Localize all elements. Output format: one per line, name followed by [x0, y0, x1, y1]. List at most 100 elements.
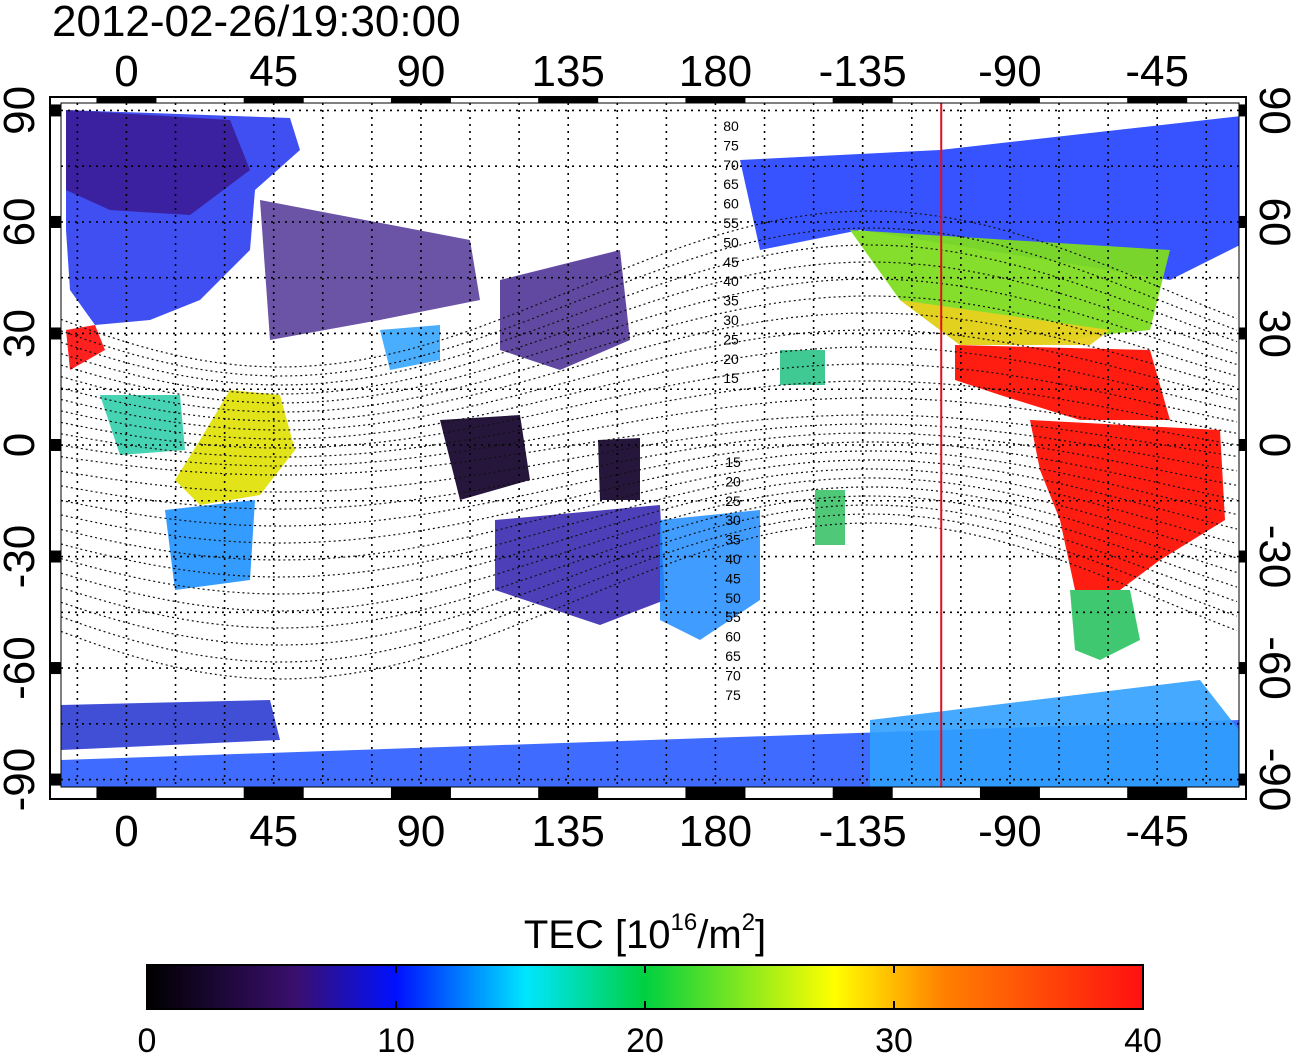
- tec-region-southern-africa: [165, 500, 255, 590]
- contour-label: 75: [723, 137, 739, 153]
- timestamp-title: 2012-02-26/19:30:00: [52, 0, 461, 46]
- frame-tick: [50, 215, 61, 228]
- left-lat-label: -90: [0, 748, 44, 812]
- bottom-lon-label: 0: [114, 807, 138, 856]
- right-lat-label: 90: [1250, 86, 1292, 135]
- colorbar-tick-label: 0: [138, 1022, 157, 1057]
- top-lon-label: 90: [396, 47, 445, 96]
- tec-region-central-africa: [175, 390, 295, 505]
- tec-region-north-europe: [66, 110, 250, 215]
- top-lon-label: 135: [531, 47, 604, 96]
- colorbar-tick-label: 10: [377, 1022, 415, 1057]
- right-lat-label: -60: [1250, 636, 1292, 700]
- frame-tick: [832, 97, 893, 103]
- colorbar-tick-label: 30: [875, 1022, 913, 1057]
- contour-label: 35: [723, 293, 739, 309]
- colorbar-tick-label: 40: [1124, 1022, 1162, 1057]
- contour-line: [61, 227, 1238, 377]
- contour-line: [61, 486, 1238, 612]
- top-lon-labels: 0 45 90 135 180 -135 -90 -45: [114, 47, 1189, 96]
- contour-label: 40: [725, 551, 741, 567]
- top-lon-label: -135: [819, 47, 907, 96]
- frame-tick: [1239, 327, 1246, 340]
- bottom-lon-label: -45: [1125, 807, 1189, 856]
- tec-region-india: [380, 325, 440, 370]
- frame-tick: [390, 787, 451, 799]
- tec-region-pacific-dots: [780, 350, 825, 385]
- contour-line: [61, 295, 1238, 413]
- frame-tick: [1127, 97, 1188, 103]
- contour-label: 30: [725, 512, 741, 528]
- contour-line: [61, 261, 1238, 395]
- contour-labels: 80 75 70 65 60 55 50 45 40 35 30 25 20 15 15 20 25 30 35 40…: [723, 118, 741, 703]
- contour-line: [61, 477, 1238, 595]
- contour-label: 45: [725, 570, 741, 586]
- tec-region-iberia: [66, 325, 105, 370]
- colorbar-label: TEC [1016/m2]: [524, 909, 766, 957]
- frame-tick: [50, 327, 61, 340]
- contour-label: 50: [723, 234, 739, 250]
- contour-label: 65: [723, 176, 739, 192]
- frame-tick: [979, 787, 1040, 799]
- top-lon-label: -90: [978, 47, 1042, 96]
- contour-label: 70: [725, 667, 741, 683]
- contour-label: 80: [723, 118, 739, 134]
- contour-label: 65: [725, 648, 741, 664]
- contour-line: [61, 278, 1238, 404]
- tec-region-new-zealand: [660, 510, 760, 640]
- contour-label: 30: [723, 312, 739, 328]
- tec-region-new-guinea: [598, 438, 640, 500]
- contour-line: [61, 244, 1238, 386]
- tec-region-west-africa: [100, 395, 185, 455]
- tec-region-antarctic-east: [870, 680, 1239, 787]
- right-lat-label: -30: [1250, 525, 1292, 589]
- bottom-lon-label: 45: [249, 807, 298, 856]
- contour-label: 55: [725, 609, 741, 625]
- contour-label: 50: [725, 590, 741, 606]
- tec-region-antarctic-west: [61, 700, 280, 750]
- left-lat-label: 30: [0, 309, 44, 358]
- bottom-lon-labels: 0 45 90 135 180 -135 -90 -45: [114, 807, 1189, 856]
- tec-region-central-america: [955, 345, 1170, 420]
- right-lat-label: -90: [1250, 748, 1292, 812]
- contour-line: [61, 423, 1238, 493]
- left-lat-label: 0: [0, 433, 44, 457]
- frame-tick: [96, 787, 157, 799]
- contour-label: 20: [725, 473, 741, 489]
- contour-line: [61, 397, 1238, 467]
- top-lon-label: 180: [679, 47, 752, 96]
- left-lat-label: -30: [0, 525, 44, 589]
- colorbar-ticks: 0 10 20 30 40: [138, 965, 1162, 1057]
- contours: [61, 210, 1238, 680]
- contour-line: [61, 414, 1238, 476]
- tec-region-indonesia: [440, 415, 530, 500]
- frame-tick: [1239, 104, 1246, 117]
- right-lat-labels: 90 60 30 0 -30 -60 -90: [1250, 86, 1292, 811]
- frame-tick: [538, 787, 599, 799]
- contour-label: 70: [723, 157, 739, 173]
- frame-tick: [243, 97, 304, 103]
- frame-tick: [1239, 550, 1246, 563]
- frame-tick: [979, 97, 1040, 103]
- top-lon-label: 0: [114, 47, 138, 96]
- top-lon-label: 45: [249, 47, 298, 96]
- frame-tick: [832, 787, 893, 799]
- tec-region-patagonia: [1070, 590, 1140, 660]
- contour-label: 40: [723, 273, 739, 289]
- contour-label: 75: [725, 687, 741, 703]
- left-lat-label: 60: [0, 197, 44, 246]
- contour-line: [61, 450, 1238, 544]
- contour-label: 60: [725, 629, 741, 645]
- tec-region-south-america: [1030, 420, 1225, 590]
- contour-line: [61, 346, 1238, 440]
- bottom-lon-label: -90: [978, 807, 1042, 856]
- contour-label: 60: [723, 196, 739, 212]
- contour-line: [61, 504, 1238, 646]
- frame-tick: [1239, 773, 1246, 786]
- frame-tick: [50, 104, 61, 117]
- frame-ticks: [50, 97, 1246, 799]
- bottom-lon-label: 135: [531, 807, 604, 856]
- contour-line: [61, 312, 1238, 422]
- frame-tick: [1239, 439, 1246, 451]
- frame-tick: [1239, 662, 1246, 675]
